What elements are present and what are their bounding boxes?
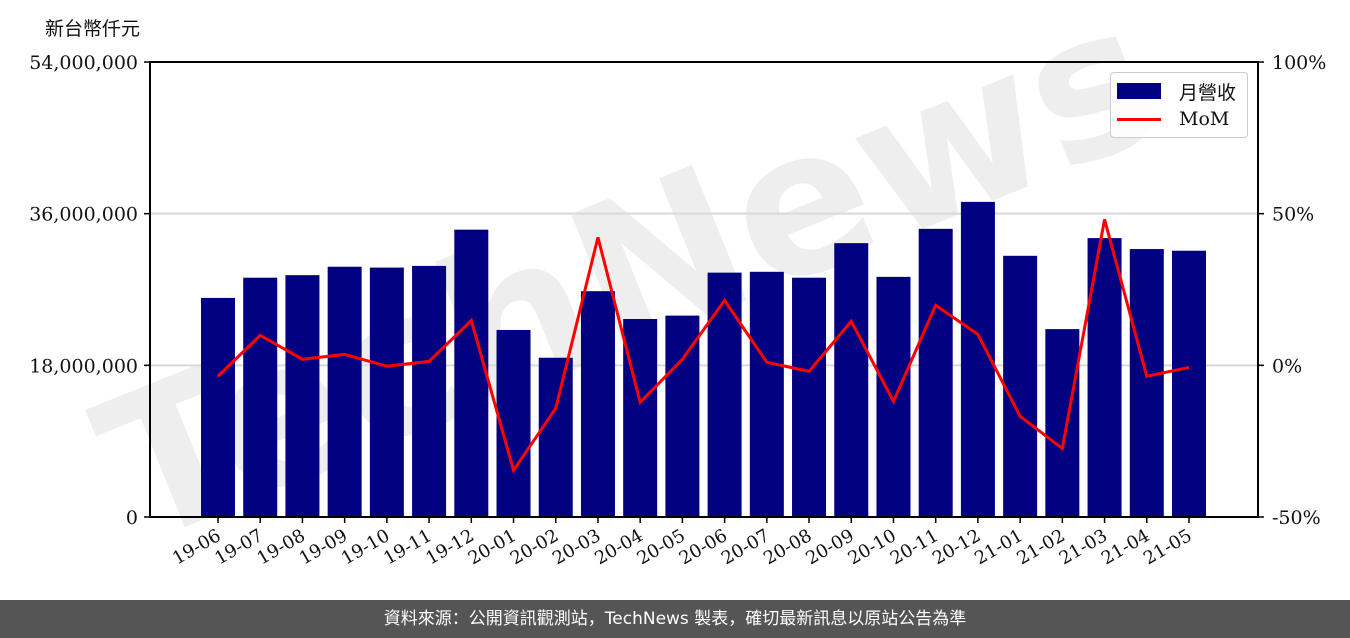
legend-item-revenue: 月營收 [1117, 79, 1237, 104]
revenue-bar [1045, 329, 1080, 517]
revenue-bar [876, 276, 911, 517]
revenue-bar [918, 228, 953, 518]
legend-label: MoM [1179, 108, 1230, 130]
bar-swatch-icon [1117, 83, 1161, 99]
revenue-bar [792, 277, 827, 517]
revenue-bar [1129, 249, 1164, 518]
revenue-bar [538, 357, 573, 517]
revenue-bar [243, 277, 278, 517]
revenue-bar [201, 297, 235, 517]
y-tick-label: 36,000,000 [29, 204, 138, 226]
y2-tick-label: 100% [1272, 52, 1326, 74]
chart-area: TechNews 0 18,000,000 36,000,000 54,000,000-… [29, 0, 1326, 590]
revenue-bar [665, 315, 700, 517]
line-swatch-icon [1117, 117, 1161, 121]
revenue-bar [454, 229, 489, 518]
y-tick-label: 0 [126, 507, 138, 529]
y-axis-unit-label: 新台幣仟元 [45, 18, 141, 40]
revenue-bar [496, 329, 531, 517]
x-tick-label: 21-05 [1140, 525, 1195, 569]
mom-line [216, 219, 1190, 474]
y2-tick-label: 50% [1272, 204, 1314, 226]
revenue-bar [369, 267, 404, 517]
revenue-bar [749, 271, 784, 517]
y2-tick-label: -50% [1272, 507, 1321, 529]
revenue-bar [707, 272, 742, 517]
revenue-bar [834, 243, 869, 517]
revenue-bar [412, 265, 447, 517]
legend: 月營收 MoM [1110, 72, 1248, 138]
revenue-bar [1172, 250, 1206, 518]
legend-item-mom: MoM [1117, 107, 1229, 131]
y2-tick-label: 0% [1272, 355, 1302, 377]
y-tick-label: 18,000,000 [29, 355, 138, 377]
revenue-bar [1003, 255, 1038, 517]
y-tick-label: 54,000,000 [29, 52, 138, 74]
revenue-bar [327, 266, 362, 517]
revenue-bar [623, 318, 658, 517]
plot-frame [149, 61, 1259, 518]
revenue-chart: TechNews018,000,00036,000,00054,000,000-… [29, 0, 1326, 590]
legend-label: 月營收 [1179, 81, 1237, 104]
revenue-bar [285, 275, 320, 517]
revenue-bar [580, 291, 615, 517]
source-footer: 資料來源：公開資訊觀測站，TechNews 製表，確切最新訊息以原站公告為準 [0, 600, 1350, 638]
